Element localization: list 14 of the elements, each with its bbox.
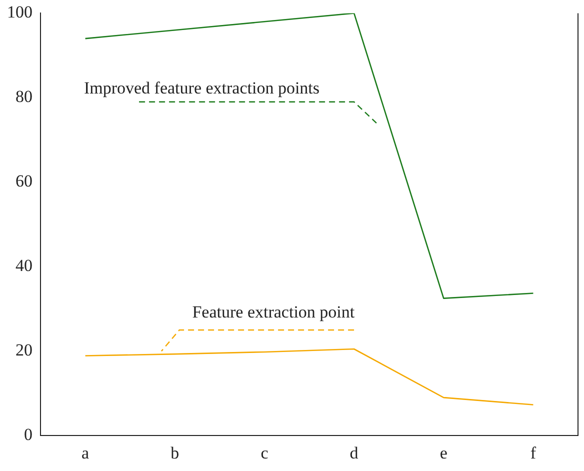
- series-label: Feature extraction point: [192, 302, 355, 322]
- y-tick-label: 100: [7, 2, 32, 22]
- x-tick-label: f: [530, 443, 536, 462]
- x-tick-label: a: [82, 443, 90, 462]
- x-tick-label: c: [260, 443, 269, 462]
- y-tick-label: 80: [16, 87, 32, 106]
- x-tick-label: d: [350, 443, 359, 462]
- x-tick-label: b: [170, 443, 180, 462]
- y-tick-label: 0: [24, 425, 32, 444]
- y-tick-label: 60: [16, 172, 32, 191]
- text: Improved feature extraction points: [84, 78, 320, 98]
- y-tick-label: 40: [16, 256, 32, 276]
- x-tick-label: e: [440, 443, 448, 462]
- y-tick-label: 20: [16, 340, 32, 360]
